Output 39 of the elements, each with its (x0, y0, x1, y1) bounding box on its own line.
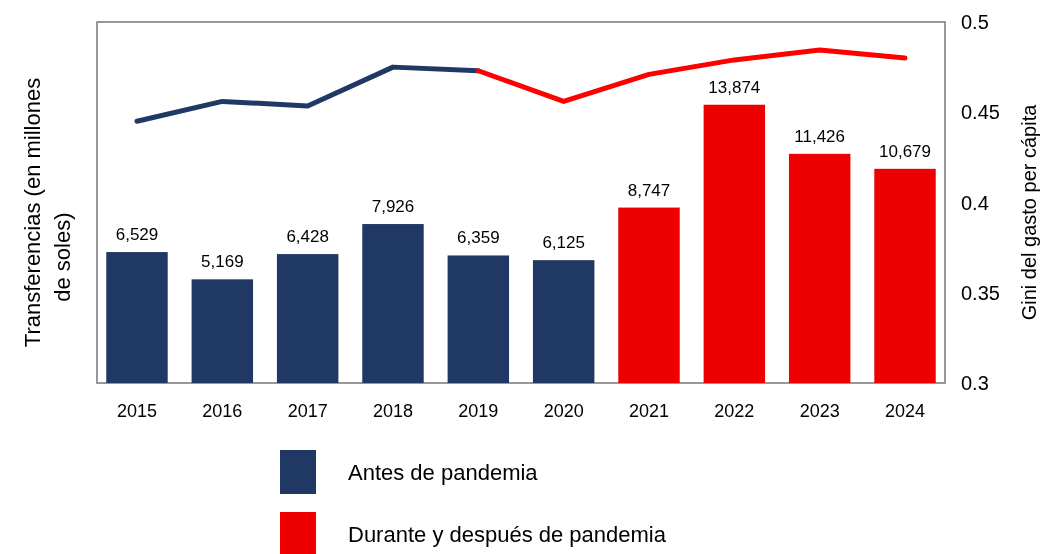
x-tick-label: 2015 (116, 401, 158, 421)
bar (874, 168, 936, 383)
x-tick-label: 2022 (714, 401, 755, 421)
x-tick-label: 2016 (202, 401, 243, 421)
y2-axis-title: Gini del gasto per cápita (1018, 103, 1040, 321)
data-label: 6,428 (286, 227, 329, 247)
data-label: 13,874 (708, 77, 761, 97)
x-tick-label: 2018 (372, 401, 414, 421)
bar (532, 260, 595, 383)
data-label: 8,747 (627, 180, 671, 200)
x-tick-label: 2024 (884, 401, 926, 421)
x-tick-label: 2021 (628, 401, 670, 421)
bar (447, 255, 510, 383)
bar (788, 153, 851, 383)
data-label: 6,125 (542, 233, 585, 253)
x-tick-label: 2017 (287, 401, 328, 421)
y2-tick-label: 0.45 (961, 101, 1000, 124)
bar (276, 254, 339, 383)
data-label: 11,426 (794, 126, 846, 146)
legend-label: Antes de pandemia (348, 460, 539, 485)
data-label: 5,169 (201, 252, 244, 272)
bar (106, 252, 168, 383)
x-tick-label: 2023 (799, 401, 840, 421)
data-label: 6,529 (115, 225, 159, 245)
bar (703, 104, 766, 383)
bar (618, 207, 680, 383)
legend-label: Durante y después de pandemia (348, 522, 667, 547)
data-label: 6,359 (457, 228, 500, 248)
y2-tick-label: 0.4 (961, 191, 989, 214)
x-tick-label: 2019 (458, 401, 499, 421)
y2-tick-label: 0.35 (961, 281, 1000, 304)
data-label: 10,679 (879, 141, 932, 161)
bar (362, 224, 424, 383)
y2-tick-label: 0.5 (961, 11, 989, 33)
y2-tick-label: 0.3 (961, 372, 989, 394)
y-axis-title: Transferencias (en millones de soles) (20, 77, 75, 348)
x-tick-label: 2020 (543, 401, 584, 421)
data-label: 7,926 (371, 197, 415, 217)
bar (191, 279, 254, 383)
